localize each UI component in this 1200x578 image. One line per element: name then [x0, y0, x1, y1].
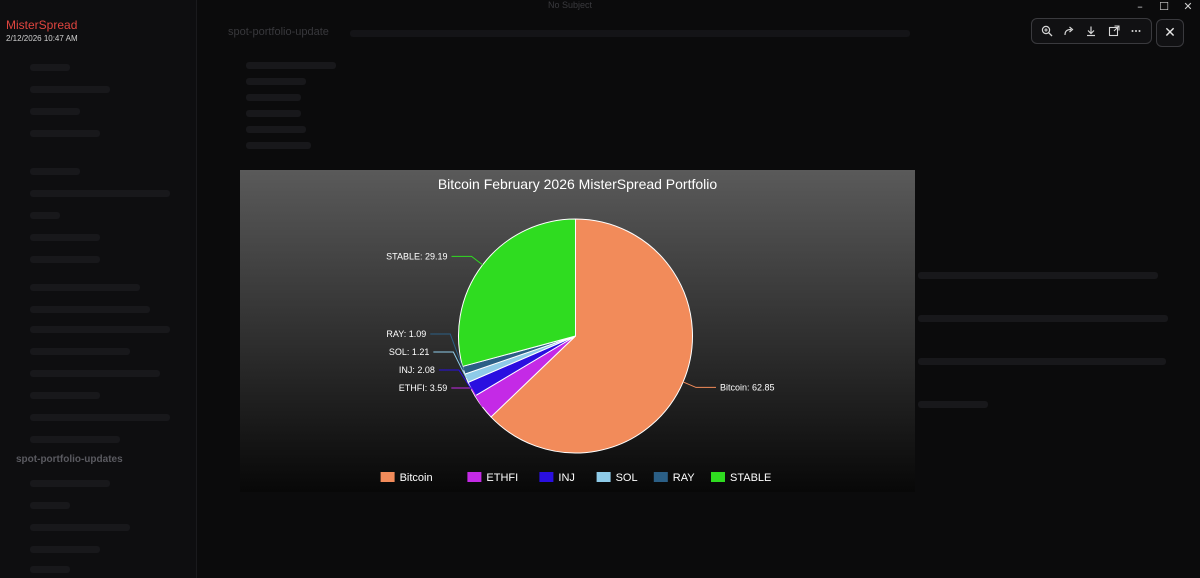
sidebar-placeholder — [30, 414, 170, 421]
legend-swatch-sol[interactable] — [596, 472, 611, 482]
data-label-stable: STABLE: 29.19 — [386, 251, 447, 261]
message-placeholder — [246, 142, 311, 149]
download-icon[interactable] — [1082, 22, 1100, 40]
sidebar-placeholder — [30, 348, 130, 355]
legend-label-stable[interactable]: STABLE — [730, 472, 771, 484]
leader-line-stable — [451, 255, 483, 266]
more-icon[interactable] — [1127, 22, 1145, 40]
user-timestamp: 2/12/2026 10:47 AM — [6, 34, 78, 43]
sidebar-placeholder — [30, 524, 130, 531]
message-placeholder — [918, 358, 1166, 365]
data-label-ray: RAY: 1.09 — [386, 329, 426, 339]
data-label-sol: SOL: 1.21 — [389, 347, 430, 357]
close-viewer-button[interactable]: ✕ — [1156, 19, 1184, 47]
legend-label-bitcoin[interactable]: Bitcoin — [400, 472, 433, 484]
sidebar-placeholder — [30, 168, 80, 175]
window-title: No Subject — [548, 0, 593, 10]
user-name[interactable]: MisterSpread — [6, 18, 78, 32]
leader-line-sol — [433, 351, 467, 379]
forward-icon[interactable] — [1060, 22, 1078, 40]
message-placeholder — [918, 315, 1168, 322]
legend-swatch-stable[interactable] — [711, 472, 725, 482]
channel-header-title: spot-portfolio-update — [228, 26, 329, 38]
sidebar-placeholder — [30, 502, 70, 509]
sidebar-placeholder — [30, 284, 140, 291]
legend-label-ethfi[interactable]: ETHFI — [486, 472, 518, 484]
sidebar-placeholder — [30, 212, 60, 219]
data-label-ethfi: ETHFI: 3.59 — [399, 383, 448, 393]
sidebar-placeholder — [30, 190, 170, 197]
sidebar-placeholder — [30, 436, 120, 443]
sidebar-placeholder — [30, 64, 70, 71]
sidebar-placeholder — [30, 130, 100, 137]
chart-image: Bitcoin February 2026 MisterSpread Portf… — [240, 170, 915, 492]
pie-chart: Bitcoin February 2026 MisterSpread Portf… — [380, 176, 775, 484]
leader-line-bitcoin — [682, 381, 716, 388]
legend-label-ray[interactable]: RAY — [673, 472, 695, 484]
legend-swatch-ray[interactable] — [653, 472, 668, 482]
leader-line-ethfi — [451, 387, 483, 408]
sidebar-placeholder — [30, 326, 170, 333]
minimize-icon[interactable]: – — [1137, 0, 1143, 13]
maximize-icon[interactable]: ☐ — [1159, 0, 1169, 13]
sidebar: MisterSpread 2/12/2026 10:47 AM spot-por… — [0, 0, 197, 578]
sidebar-placeholder — [30, 256, 100, 263]
sidebar-placeholder — [30, 86, 110, 93]
message-placeholder — [246, 110, 301, 117]
sidebar-placeholder — [30, 306, 150, 313]
sidebar-placeholder — [30, 392, 100, 399]
message-placeholder — [918, 401, 988, 408]
data-label-inj: INJ: 2.08 — [399, 365, 435, 375]
pie-slice-stable — [458, 218, 576, 368]
open-external-icon[interactable] — [1105, 22, 1123, 40]
leader-line-inj — [438, 369, 472, 390]
message-placeholder — [246, 126, 306, 133]
sidebar-placeholder — [30, 234, 100, 241]
message-placeholder — [246, 78, 306, 85]
legend-label-inj[interactable]: INJ — [558, 472, 575, 484]
legend-swatch-inj[interactable] — [539, 472, 554, 482]
sidebar-placeholder — [30, 546, 100, 553]
zoom-in-icon[interactable] — [1038, 22, 1056, 40]
leader-line-ray — [430, 333, 465, 371]
channel-item-active[interactable]: spot-portfolio-updates — [16, 454, 123, 465]
pie-slice-bitcoin — [490, 218, 693, 454]
data-label-bitcoin: Bitcoin: 62.85 — [720, 382, 775, 392]
chart-title: Bitcoin February 2026 MisterSpread Portf… — [438, 176, 718, 192]
legend-swatch-ethfi[interactable] — [467, 472, 482, 482]
sidebar-placeholder — [30, 108, 80, 115]
image-viewer-toolbar — [1031, 18, 1152, 44]
legend-label-sol[interactable]: SOL — [616, 472, 638, 484]
sidebar-placeholder — [30, 370, 160, 377]
header-placeholder — [350, 30, 910, 37]
sidebar-placeholder — [30, 480, 110, 487]
message-placeholder — [246, 62, 336, 69]
sidebar-placeholder — [30, 566, 70, 573]
window-close-icon[interactable]: ✕ — [1183, 0, 1193, 13]
message-placeholder — [246, 94, 301, 101]
legend-swatch-bitcoin[interactable] — [380, 472, 395, 482]
message-placeholder — [918, 272, 1158, 279]
